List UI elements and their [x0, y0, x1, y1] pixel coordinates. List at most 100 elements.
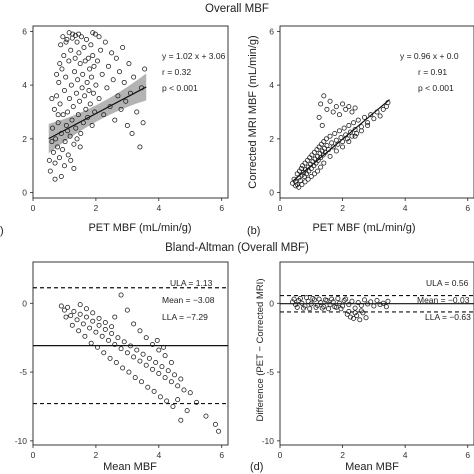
- panel-c-data-point: [203, 413, 209, 419]
- panel-c-data-point: [76, 328, 82, 334]
- panel-d-limit-lines: [280, 294, 474, 313]
- panel-b-data-point: [298, 165, 304, 171]
- panel-b-data-point: [349, 133, 355, 139]
- panel-a-data-point: [76, 50, 82, 56]
- panel-c-data-point: [102, 326, 108, 332]
- panel-a-x-tick-label: 0: [31, 203, 36, 213]
- panel-b-data-point: [299, 172, 305, 178]
- panel-b-data-point: [347, 129, 353, 135]
- panel-d-y-tick-label: 0: [269, 298, 274, 308]
- panel-d-data-point: [304, 295, 310, 301]
- panel-d-data-point: [322, 297, 328, 303]
- panel-c-data-point: [68, 313, 74, 319]
- panel-a-data-point: [60, 147, 66, 153]
- panel-d-data-point: [299, 300, 305, 306]
- panel-c-data-point: [159, 364, 165, 370]
- panel-a-data-point: [123, 98, 129, 104]
- panel-d-bland-altman: 0 2 4 6 -10 -5 0 ULA = 0.56 Mean = −0.03 LLA =…: [250, 261, 474, 473]
- panel-b-data-point: [309, 152, 315, 158]
- panel-a-data-point: [71, 141, 77, 147]
- panel-c-data-point: [143, 335, 149, 341]
- panel-a-data-point: [87, 101, 93, 107]
- panel-b-data-point: [322, 149, 328, 155]
- bland-altman-title: Bland-Altman (Overall MBF): [165, 242, 309, 254]
- panel-a-data-point: [89, 122, 95, 128]
- panel-c-data-point: [175, 383, 181, 389]
- panel-d-data-point: [327, 302, 333, 308]
- panel-d-data-point: [321, 304, 327, 310]
- panel-d-data-point: [291, 296, 297, 302]
- panel-b-data-point: [319, 122, 325, 128]
- panel-b-data-point: [324, 106, 330, 112]
- panel-a-x-tick-label: 6: [219, 203, 224, 213]
- panel-b-data-point: [318, 164, 324, 170]
- panel-c-data-point: [131, 354, 137, 360]
- panel-d-x-tick-label: 0: [278, 450, 283, 460]
- panel-c-data-point: [156, 347, 162, 353]
- panel-c-ticks: 0 2 4 6 -10 -5 0: [15, 298, 225, 460]
- panel-c-data-point: [140, 351, 146, 357]
- panel-d-data-point: [351, 315, 357, 321]
- panel-a-data-point: [98, 47, 104, 53]
- panel-c-data-point: [143, 362, 149, 368]
- panel-a-xlabel: PET MBF (mL/min/g): [88, 222, 191, 234]
- panel-b-x-tick-label: 4: [403, 203, 408, 213]
- panel-a-data-point: [67, 133, 73, 139]
- panel-b-data-point: [338, 135, 344, 141]
- panel-c-data-point: [112, 342, 118, 348]
- panel-c-data-point: [96, 322, 102, 328]
- panel-a-data-point: [80, 120, 86, 126]
- panel-a-data-point: [60, 34, 66, 40]
- panel-a-frame: [32, 25, 229, 199]
- panel-a-data-point: [50, 125, 55, 131]
- panel-c-limit-lines: [33, 287, 228, 405]
- panel-a-data-point: [54, 93, 60, 99]
- panel-a-data-point: [83, 36, 89, 42]
- panel-c-x-tick-label: 4: [156, 450, 161, 460]
- panel-c-data-point: [124, 350, 130, 356]
- panel-c-data-point: [175, 397, 181, 403]
- panel-a-scatter: 0 2 4 6 0 2 4 6 y = 1.02 x + 3.06 r = 0.32 p < …: [0, 25, 229, 237]
- panel-b-x-tick-label: 6: [465, 203, 470, 213]
- panel-c-data-point: [156, 370, 162, 376]
- panel-a-data-point: [101, 112, 107, 118]
- panel-c-data-point: [172, 372, 178, 378]
- panel-a-data-point: [58, 131, 64, 136]
- panel-a-data-point: [78, 131, 84, 136]
- panel-d-data-point: [358, 308, 364, 314]
- panel-d-data-point: [362, 297, 367, 303]
- panel-c-data-point: [90, 310, 96, 316]
- panel-b-data-point: [311, 149, 317, 155]
- panel-a-data-point: [71, 165, 77, 171]
- panel-c-data-point: [121, 339, 127, 345]
- panel-a-data-point: [67, 96, 72, 102]
- panel-d-data-point: [377, 302, 383, 308]
- panel-a-data-point: [72, 55, 78, 61]
- panel-a-data-point: [61, 163, 67, 169]
- panel-b-data-point: [352, 133, 358, 139]
- panel-a-data-point: [72, 69, 77, 75]
- panel-b-data-point: [329, 140, 335, 146]
- panel-d-data-point: [326, 306, 331, 312]
- panel-c-x-tick-label: 0: [31, 450, 36, 460]
- panel-c-y-tick-label: -5: [19, 367, 27, 377]
- panel-a-data-point: [124, 122, 130, 128]
- panel-a-data-point: [53, 136, 59, 142]
- panel-a-data-point: [99, 71, 105, 77]
- panel-b-data-point: [354, 131, 360, 136]
- panel-d-data-point: [330, 299, 336, 305]
- panel-a-data-point: [74, 136, 80, 142]
- panel-d-data-point: [343, 296, 349, 302]
- panel-a-y-tick-label: 0: [22, 188, 27, 198]
- panel-a-data-point: [83, 106, 89, 112]
- panel-a-data-point: [63, 74, 69, 80]
- panel-c-data-point: [83, 314, 89, 320]
- panel-b-data-point: [306, 168, 312, 174]
- panel-d-data-point: [354, 313, 360, 319]
- panel-c-data-point: [102, 320, 108, 326]
- panel-a-data-point: [75, 77, 81, 83]
- panel-b-data-point: [383, 104, 389, 110]
- panel-b-data-point: [333, 137, 339, 143]
- panel-a-data-point: [110, 77, 116, 83]
- panel-a-data-point: [58, 174, 64, 179]
